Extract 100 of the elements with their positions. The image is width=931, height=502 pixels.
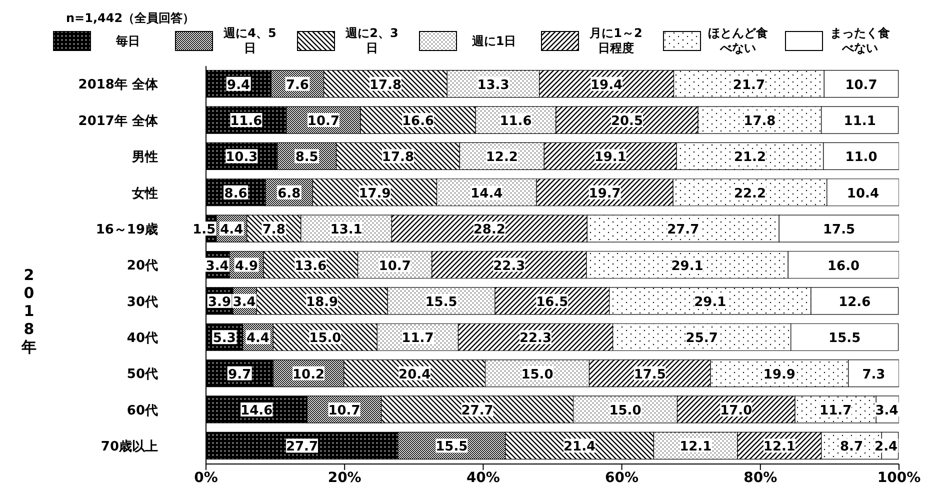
data-label: 15.5 [436,440,468,455]
data-label: 9.4 [227,78,250,93]
text: 2018年 [20,266,38,356]
data-label: 1.5 [192,222,216,238]
data-label: 17.9 [358,186,391,202]
data-label: 18.9 [306,294,338,310]
data-label: 22.2 [734,186,766,202]
data-label: 28.2 [473,222,506,238]
data-label: 16.0 [828,258,860,274]
y-tick-label: 男性 [131,150,158,166]
legend-label: 週に1日 [472,34,516,48]
data-label: 11.6 [230,114,262,130]
data-label: 4.9 [235,258,258,274]
data-label: 21.4 [563,440,596,455]
data-label: 10.2 [292,367,325,382]
y-tick-label: 70歳以上 [100,440,158,455]
data-label: 15.0 [609,403,642,418]
data-label: 7.8 [262,222,286,238]
y-tick-label: 女性 [131,186,158,202]
data-label: 22.3 [493,258,526,274]
data-label: 2.4 [874,440,898,455]
data-label: 15.5 [828,331,861,346]
data-label: 16.6 [402,114,434,130]
y-tick-label: 40代 [126,330,158,346]
data-label: 12.1 [680,440,712,455]
data-label: 8.5 [295,150,318,166]
data-label: 15.0 [309,331,342,346]
data-label: 5.3 [212,331,236,346]
data-label: 15.0 [521,367,554,382]
data-label: 29.1 [671,258,704,274]
data-label: 17.0 [720,403,752,418]
data-label: 10.3 [226,150,258,166]
data-label: 11.7 [820,403,852,418]
y-tick-label: 30代 [126,294,158,310]
data-label: 11.7 [402,331,434,346]
data-label: 3.9 [208,294,232,310]
legend-label: ほとんど食べない [708,26,768,55]
data-label: 13.6 [294,258,327,274]
data-label: 29.1 [694,294,726,310]
data-label: 12.1 [763,440,796,455]
data-label: 15.5 [425,294,458,310]
data-label: 17.5 [823,222,856,238]
data-label: 27.7 [667,222,700,238]
data-label: 3.4 [232,294,256,310]
y-tick-label: 50代 [126,367,158,382]
data-label: 11.1 [844,114,876,130]
data-label: 11.0 [845,150,878,166]
data-label: 27.7 [286,440,318,455]
data-label: 17.8 [744,114,776,130]
y-tick-label: 2018年 全体 [78,78,159,93]
x-tick-label: 60% [605,470,639,486]
data-label: 9.7 [228,367,252,382]
y-tick-label: 2017年 全体 [78,114,159,129]
text: n=1,442（全員回答） [66,10,195,27]
x-tick-label: 40% [466,470,500,486]
data-label: 22.3 [519,331,552,346]
data-label: 20.5 [610,114,644,130]
legend-label: 毎日 [116,34,140,48]
data-label: 3.4 [875,403,898,418]
data-label: 10.7 [328,403,360,418]
x-tick-label: 80% [744,470,778,486]
data-label: 10.7 [378,258,411,274]
data-label: 17.8 [382,150,414,166]
data-label: 12.2 [486,150,518,166]
data-label: 27.7 [461,403,494,418]
data-label: 20.4 [398,367,431,382]
y-tick-label: 60代 [126,403,158,418]
data-label: 3.4 [206,258,229,274]
y-tick-label: 16～19歳 [96,222,158,238]
data-label: 19.7 [588,186,621,202]
data-label: 14.4 [470,186,503,202]
data-label: 7.3 [862,367,886,382]
data-label: 21.7 [732,78,766,93]
data-label: 17.5 [634,367,666,382]
data-label: 19.9 [763,367,796,382]
data-label: 13.1 [330,222,362,238]
legend-label: 月に1～2日程度 [590,26,642,55]
data-label: 6.8 [278,186,301,202]
legend-label: 週に2、3日 [346,26,398,55]
data-label: 16.5 [536,294,568,310]
data-label: 8.6 [224,186,248,202]
x-tick-label: 0% [194,470,218,486]
legend-label: 週に4、5日 [224,26,276,55]
data-label: 19.4 [590,78,623,93]
x-tick-label: 100% [877,470,921,486]
data-label: 12.6 [838,294,871,310]
data-label: 11.6 [500,114,532,130]
legend-label: まったく食べない [830,26,890,55]
x-tick-label: 20% [328,470,362,486]
data-label: 8.7 [840,440,864,455]
data-label: 13.3 [477,78,510,93]
data-label: 4.4 [220,222,244,238]
data-label: 25.7 [686,331,718,346]
data-label: 4.4 [246,331,270,346]
data-label: 21.2 [734,150,766,166]
data-label: 17.8 [369,78,402,93]
data-label: 7.6 [286,78,309,93]
data-label: 19.1 [594,150,626,166]
data-label: 10.7 [307,114,340,130]
data-label: 10.4 [846,186,880,202]
